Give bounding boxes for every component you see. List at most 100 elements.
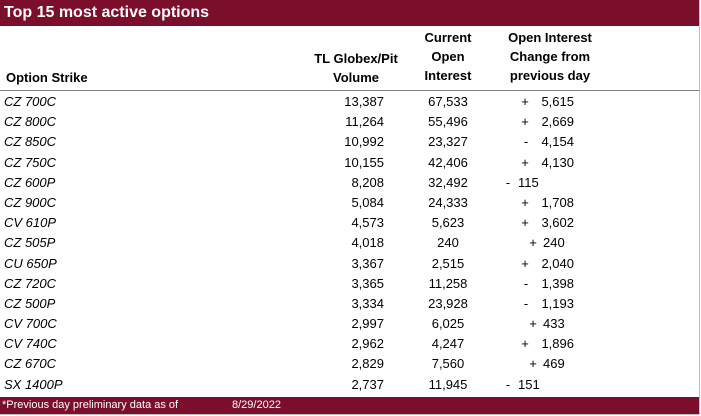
table-row: CZ 750C 10,155 42,406 +4,130 [0,153,699,173]
option-strike-cell: CZ 750C [4,154,57,170]
footer-bar: *Previous day preliminary data as of 8/2… [0,397,699,414]
volume-cell: 8,208 [351,174,384,190]
option-strike-cell: CV 740C [4,336,57,352]
volume-cell: 13,387 [344,94,384,109]
option-strike-cell: CZ 800C [4,114,57,130]
volume-cell: 5,084 [351,194,384,210]
change-sign-cell: - [505,174,511,190]
header-chg-line3: previous day [509,68,591,83]
volume-cell: 11,264 [345,114,384,130]
header-option-strike: Option Strike [6,68,88,87]
open-interest-cell: 7,560 [431,356,465,372]
change-sign-cell: + [529,316,537,332]
change-sign-cell: + [529,235,537,251]
volume-cell: 2,997 [351,316,384,332]
table-title: Top 15 most active options [4,4,210,21]
footer-note: *Previous day preliminary data as of [2,399,179,411]
header-oi-line2: Open [431,49,465,64]
table-row: CV 610P 4,573 5,623 +3,602 [0,213,699,233]
option-strike-cell: CU 650P [4,255,57,271]
open-interest-cell: 2,515 [431,255,465,271]
change-sign-cell: + [521,114,529,130]
footer-date: 8/29/2022 [232,399,281,411]
volume-cell: 10,155 [344,154,384,170]
header-volume: TL Globex/Pit Volume [296,49,416,87]
table-row: CV 700C 2,997 6,025 +433 [0,314,699,334]
header-volume-line2: Volume [333,70,379,85]
oi-change-cell: 5,615 [541,94,574,109]
open-interest-cell: 240 [437,235,459,251]
oi-change-cell: 3,602 [541,215,574,231]
table-row: CZ 670C 2,829 7,560 +469 [0,354,699,374]
volume-cell: 2,962 [351,336,384,352]
change-sign-cell: - [523,134,529,150]
change-sign-cell: - [505,376,511,392]
volume-cell: 4,573 [351,215,384,231]
table-row: CZ 700C 13,387 67,533 +5,615 [0,92,699,112]
table-body: CZ 700C 13,387 67,533 +5,615 CZ 800C 11,264 55… [0,92,699,395]
option-strike-cell: CV 610P [4,215,57,231]
volume-cell: 3,367 [351,255,384,271]
open-interest-cell: 32,492 [428,174,468,190]
option-strike-cell: CZ 670C [4,356,57,372]
volume-cell: 4,018 [351,235,384,251]
oi-change-cell: 1,398 [541,275,574,291]
oi-change-cell: 151 [518,376,540,392]
change-sign-cell: - [523,295,529,311]
change-sign-cell: + [521,154,529,170]
table-row: CV 740C 2,962 4,247 +1,896 [0,334,699,354]
table-row: CZ 800C 11,264 55,496 +2,669 [0,112,699,132]
change-sign-cell: + [521,255,529,271]
open-interest-cell: 23,327 [428,134,468,150]
title-bar: Top 15 most active options [0,0,699,26]
change-sign-cell: - [523,275,529,291]
change-sign-cell: + [521,215,529,231]
header-volume-line1: TL Globex/Pit [314,51,398,66]
open-interest-cell: 24,333 [428,194,468,210]
option-strike-cell: CZ 600P [4,174,56,190]
header-strike-label: Option Strike [6,70,88,85]
volume-cell: 3,334 [351,295,384,311]
open-interest-cell: 5,623 [431,215,465,231]
volume-cell: 10,992 [344,134,384,150]
table-row: CZ 850C 10,992 23,327 -4,154 [0,132,699,152]
volume-cell: 2,737 [351,376,384,392]
table-row: CZ 720C 3,365 11,258 -1,398 [0,274,699,294]
header-chg-line2: Change from [509,49,591,64]
header-oi-line1: Current [424,30,472,45]
header-chg-line1: Open Interest [508,30,592,45]
option-strike-cell: CV 700C [4,316,57,332]
option-strike-cell: CZ 505P [4,235,56,251]
table-row: CU 650P 3,367 2,515 +2,040 [0,254,699,274]
table-row: SX 1400P 2,737 11,945 -151 [0,375,699,395]
option-strike-cell: CZ 850C [4,134,57,150]
oi-change-cell: 1,708 [541,194,574,210]
option-strike-cell: CZ 720C [4,275,57,291]
header-oi-change: Open Interest Change from previous day [490,28,610,85]
oi-change-cell: 469 [543,356,565,372]
table-row: CZ 600P 8,208 32,492 -115 [0,173,699,193]
table-row: CZ 900C 5,084 24,333 +1,708 [0,193,699,213]
open-interest-cell: 55,496 [428,114,468,130]
open-interest-cell: 42,406 [428,154,468,170]
oi-change-cell: 4,154 [541,134,574,150]
open-interest-cell: 6,025 [431,316,465,332]
oi-change-cell: 115 [518,174,539,190]
oi-change-cell: 240 [543,235,565,251]
open-interest-cell: 11,258 [428,275,468,291]
oi-change-cell: 2,040 [541,255,574,271]
change-sign-cell: + [529,356,537,372]
table-row: CZ 505P 4,018 240 +240 [0,233,699,253]
header-open-interest: Current Open Interest [408,28,488,85]
header-oi-line3: Interest [424,68,472,83]
open-interest-cell: 67,533 [428,94,468,109]
option-strike-cell: CZ 700C [4,94,57,109]
volume-cell: 3,365 [351,275,384,291]
open-interest-cell: 11,945 [428,376,468,392]
table-row: CZ 500P 3,334 23,928 -1,193 [0,294,699,314]
oi-change-cell: 433 [543,316,565,332]
oi-change-cell: 2,669 [541,114,574,130]
header-divider [0,90,699,91]
change-sign-cell: + [521,94,529,109]
